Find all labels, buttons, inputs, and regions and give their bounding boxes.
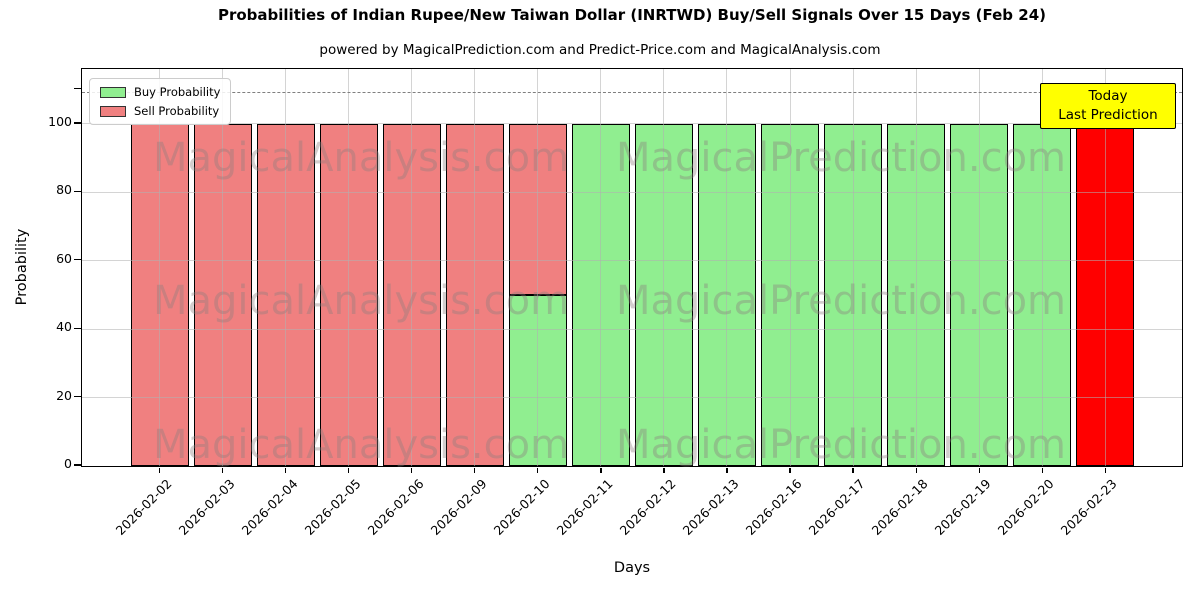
buy-swatch-icon	[100, 86, 126, 98]
gridline-h-60	[82, 260, 1182, 262]
x-tick-2026-02-11	[600, 468, 602, 473]
gridline-v-2026-02-17	[852, 69, 854, 466]
x-tick-2026-02-02	[158, 468, 161, 473]
gridline-v-2026-02-05	[348, 69, 350, 466]
watermark-magicalprediction: MagicalPrediction.com	[616, 278, 1066, 324]
y-tick-dashed-level	[74, 88, 81, 90]
x-tick-label-2026-02-11: 2026-02-11	[553, 476, 616, 538]
x-tick-2026-02-12	[663, 468, 665, 473]
gridline-v-2026-02-23	[1104, 69, 1106, 466]
gridline-h-20	[82, 397, 1182, 398]
gridline-v-2026-02-20	[1041, 69, 1043, 466]
x-tick-2026-02-18	[915, 468, 917, 473]
x-tick-2026-02-10	[537, 468, 539, 473]
x-tick-2026-02-06	[411, 468, 413, 473]
y-tick-label-20: 20	[56, 387, 72, 403]
x-tick-2026-02-17	[852, 468, 854, 473]
x-tick-label-2026-02-17: 2026-02-17	[805, 476, 868, 538]
watermark-magicalprediction: MagicalPrediction.com	[616, 422, 1066, 468]
x-tick-label-2026-02-16: 2026-02-16	[742, 476, 805, 538]
today-annotation-line2: Last Prediction	[1058, 107, 1158, 123]
today-annotation: Today Last Prediction	[1040, 83, 1176, 129]
y-tick-label-100: 100	[48, 113, 72, 129]
x-tick-label-2026-02-04: 2026-02-04	[238, 476, 301, 538]
x-tick-label-2026-02-18: 2026-02-18	[868, 476, 931, 538]
watermark-magicalanalysis: MagicalAnalysis.com	[152, 135, 570, 181]
chart-title: Probabilities of Indian Rupee/New Taiwan…	[217, 6, 1046, 24]
y-tick-label-0: 0	[64, 455, 72, 471]
gridline-v-2026-02-13	[726, 69, 728, 466]
today-annotation-line1: Today	[1088, 88, 1128, 104]
x-tick-2026-02-13	[726, 468, 728, 473]
x-tick-2026-02-20	[1041, 468, 1043, 473]
watermark-magicalprediction: MagicalPrediction.com	[616, 135, 1066, 181]
x-tick-2026-02-03	[221, 468, 224, 473]
gridline-v-2026-02-09	[474, 69, 476, 466]
gridline-v-2026-02-03	[222, 69, 224, 466]
watermark-magicalanalysis: MagicalAnalysis.com	[152, 278, 570, 324]
x-tick-label-2026-02-05: 2026-02-05	[301, 476, 364, 538]
sell-swatch-icon	[100, 105, 126, 117]
x-axis-label: Days	[613, 560, 651, 576]
gridline-v-2026-02-16	[789, 69, 791, 466]
x-tick-label-2026-02-10: 2026-02-10	[490, 476, 553, 538]
y-axis-label: Probability	[14, 228, 30, 306]
legend: Buy Probability Sell Probability	[89, 78, 232, 125]
legend-item-buy: Buy Probability	[100, 85, 220, 99]
x-tick-label-2026-02-06: 2026-02-06	[364, 476, 427, 538]
gridline-v-2026-02-18	[915, 69, 917, 466]
legend-label-buy: Buy Probability	[134, 85, 221, 99]
x-tick-2026-02-19	[978, 468, 980, 473]
y-tick-0	[74, 464, 81, 466]
gridline-v-2026-02-02	[159, 69, 160, 466]
x-tick-label-2026-02-13: 2026-02-13	[679, 476, 742, 538]
gridline-h-80	[82, 191, 1182, 193]
y-tick-100	[74, 122, 81, 124]
plot-area: MagicalAnalysis.com MagicalPrediction.co…	[81, 68, 1183, 538]
x-tick-label-2026-02-02: 2026-02-02	[112, 476, 175, 538]
gridline-h-40	[82, 328, 1182, 330]
legend-label-sell: Sell Probability	[134, 104, 220, 118]
y-tick-label-60: 60	[56, 250, 72, 266]
y-tick-80	[74, 190, 81, 193]
x-tick-label-2026-02-19: 2026-02-19	[931, 476, 994, 538]
x-tick-label-2026-02-23: 2026-02-23	[1057, 476, 1120, 538]
x-tick-label-2026-02-09: 2026-02-09	[427, 476, 490, 538]
gridline-v-2026-02-19	[978, 69, 980, 466]
x-tick-2026-02-09	[474, 468, 476, 473]
watermark-magicalanalysis: MagicalAnalysis.com	[152, 422, 570, 468]
x-tick-2026-02-16	[789, 468, 791, 473]
y-tick-20	[74, 396, 81, 398]
chart-subtitle: powered by MagicalPrediction.com and Pre…	[319, 42, 881, 58]
x-tick-label-2026-02-12: 2026-02-12	[616, 476, 679, 538]
gridline-v-2026-02-04	[285, 69, 287, 466]
gridline-h-100	[82, 123, 1182, 125]
x-tick-label-2026-02-03: 2026-02-03	[175, 476, 238, 538]
x-tick-2026-02-05	[348, 468, 350, 473]
y-tick-40	[74, 327, 81, 329]
gridline-v-2026-02-10	[537, 69, 539, 466]
legend-item-sell: Sell Probability	[100, 104, 220, 118]
x-tick-2026-02-04	[285, 468, 287, 473]
y-tick-label-80: 80	[56, 182, 72, 198]
gridline-v-2026-02-11	[600, 69, 602, 466]
gridline-v-2026-02-06	[411, 69, 413, 466]
gridline-v-2026-02-12	[663, 69, 665, 466]
y-tick-label-40: 40	[56, 319, 72, 335]
threshold-dashed-line	[82, 91, 1182, 93]
x-tick-2026-02-23	[1104, 468, 1106, 473]
x-tick-label-2026-02-20: 2026-02-20	[994, 476, 1057, 538]
y-tick-60	[74, 259, 81, 261]
